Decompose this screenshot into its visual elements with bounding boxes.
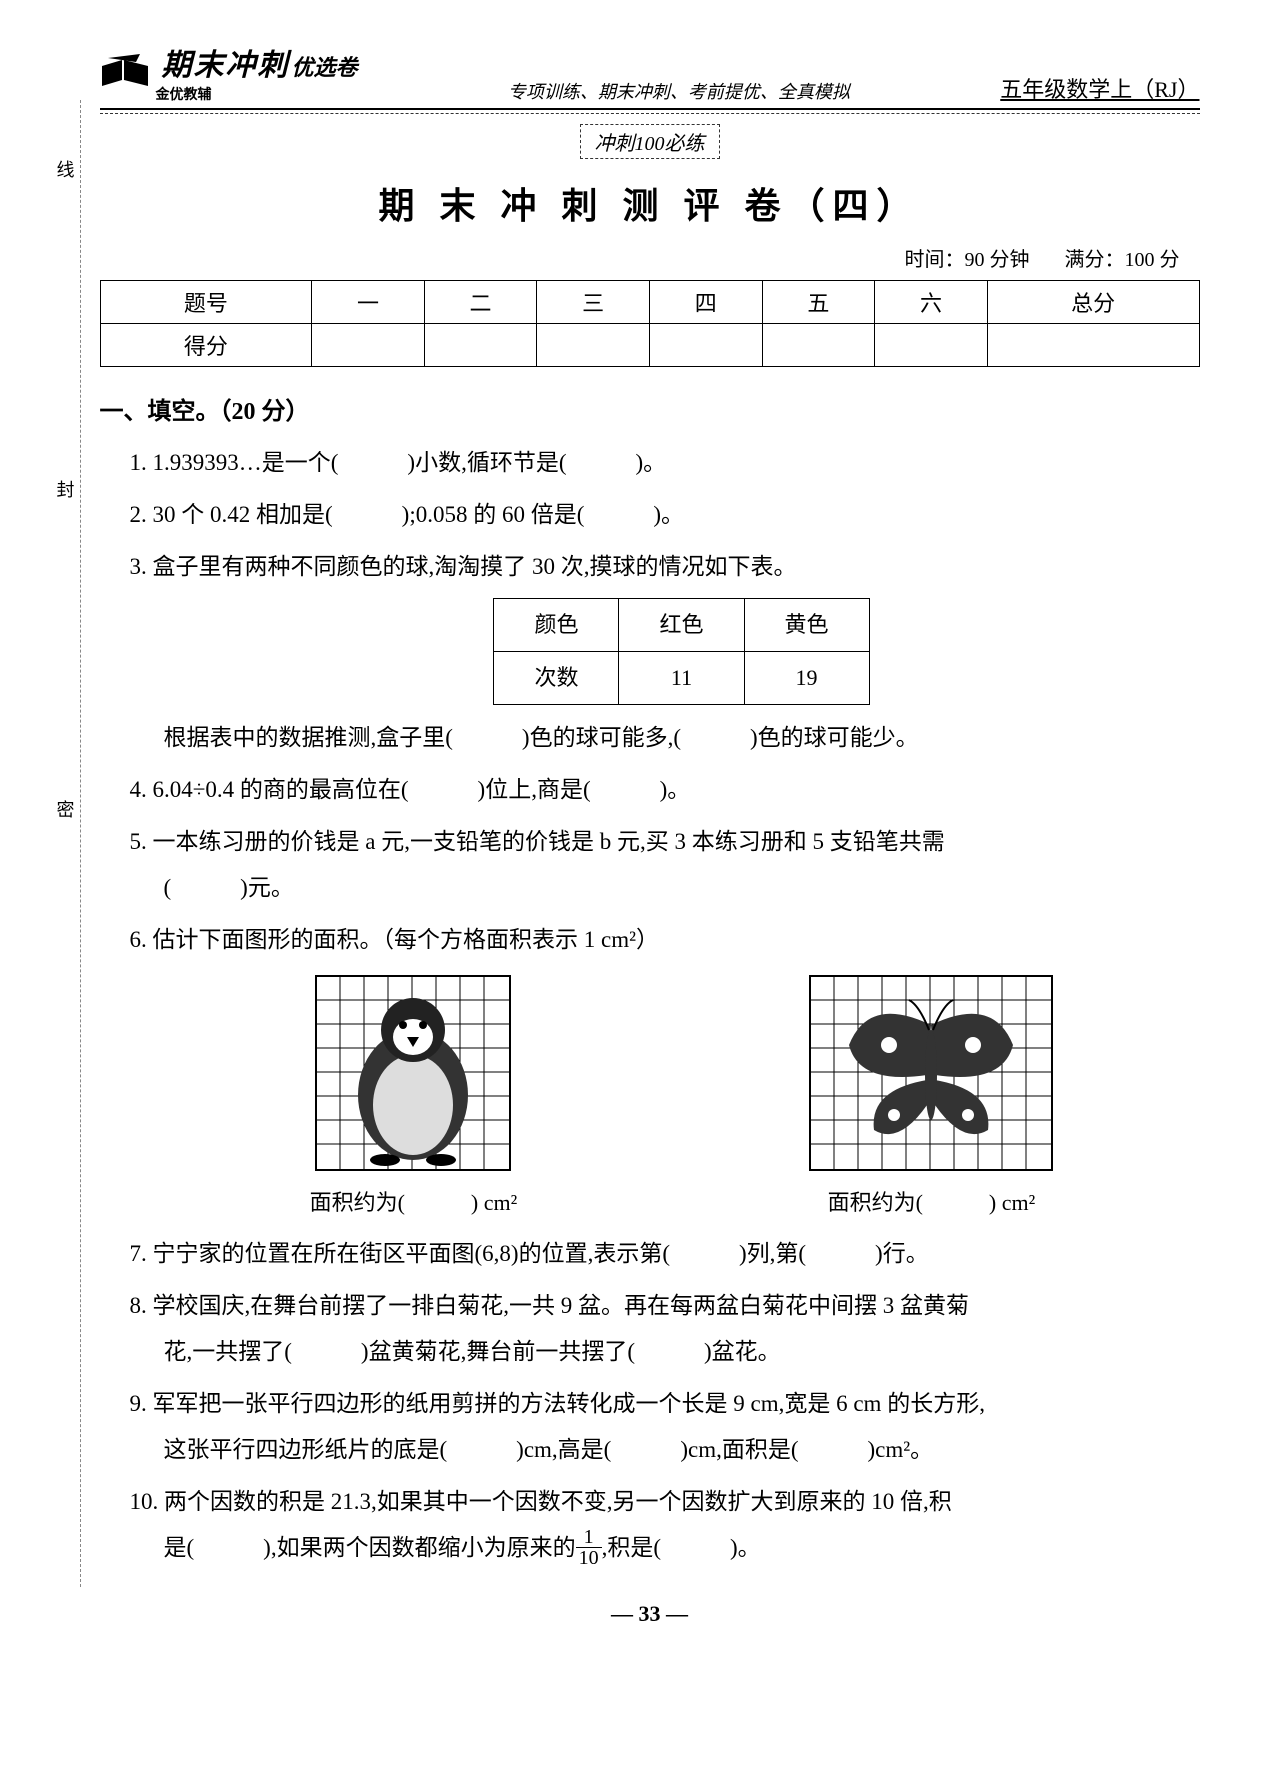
- grade-label: 五年级数学上（RJ）: [1000, 72, 1199, 104]
- frac-den: 10: [576, 1548, 602, 1568]
- col-6: 六: [875, 281, 988, 324]
- series-subtitle: 优选卷: [292, 55, 358, 80]
- q6-text: 6. 估计下面图形的面积。（每个方格面积表示 1 cm²）: [130, 927, 660, 952]
- figure-penguin: 面积约为( ) cm²: [310, 975, 518, 1225]
- q5: 5. 一本练习册的价钱是 a 元,一支铅笔的价钱是 b 元,买 3 本练习册和 …: [130, 819, 1200, 911]
- col-2: 二: [424, 281, 537, 324]
- q3: 3. 盒子里有两种不同颜色的球,淘淘摸了 30 次,摸球的情况如下表。 颜色 红…: [130, 544, 1200, 761]
- score-header-row: 题号 一 二 三 四 五 六 总分: [100, 281, 1199, 324]
- section-1-head: 一、填空。（20 分）: [100, 391, 1200, 426]
- col-label: 题号: [100, 281, 312, 324]
- row-label: 得分: [100, 324, 312, 367]
- header-subtitle: 专项训练、期末冲刺、考前提优、全真模拟: [358, 78, 1001, 104]
- score-cell[interactable]: [649, 324, 762, 367]
- figures-row: 面积约为( ) cm²: [164, 975, 1200, 1225]
- exam-title: 期 末 冲 刺 测 评 卷（四）: [100, 177, 1200, 229]
- frac-num: 1: [576, 1527, 602, 1548]
- q3-r-red: 11: [619, 652, 744, 705]
- side-label-line: 线: [52, 160, 78, 178]
- q10-b-post: ,积是( )。: [602, 1535, 761, 1560]
- q3-text: 3. 盒子里有两种不同颜色的球,淘淘摸了 30 次,摸球的情况如下表。: [130, 554, 797, 579]
- q7: 7. 宁宁家的位置在所在街区平面图(6,8)的位置,表示第( )列,第( )行。: [130, 1231, 1200, 1277]
- brand-logo: 期末冲刺优选卷 金优教辅: [100, 40, 358, 104]
- page-header: 期末冲刺优选卷 金优教辅 专项训练、期末冲刺、考前提优、全真模拟 五年级数学上（…: [100, 40, 1200, 110]
- side-label-seal: 封: [52, 480, 78, 498]
- fraction: 110: [576, 1527, 602, 1568]
- q9-b: 这张平行四边形纸片的底是( )cm,高是( )cm,面积是( )cm²。: [164, 1427, 934, 1473]
- ribbon-text: 冲刺100必练: [580, 124, 720, 159]
- area-label-a: 面积约为( ) cm²: [310, 1181, 518, 1225]
- q8: 8. 学校国庆,在舞台前摆了一排白菊花,一共 9 盆。再在每两盆白菊花中间摆 3…: [130, 1283, 1200, 1375]
- q8-a: 8. 学校国庆,在舞台前摆了一排白菊花,一共 9 盆。再在每两盆白菊花中间摆 3…: [130, 1293, 970, 1318]
- score-cell[interactable]: [762, 324, 875, 367]
- q10-b-pre: 是( ),如果两个因数都缩小为原来的: [164, 1535, 576, 1560]
- col-total: 总分: [987, 281, 1199, 324]
- q10-a: 10. 两个因数的积是 21.3,如果其中一个因数不变,另一个因数扩大到原来的 …: [130, 1489, 952, 1514]
- time-limit: 时间：90 分钟: [905, 249, 1030, 271]
- penguin-grid-icon: [315, 975, 511, 1171]
- q8-b: 花,一共摆了( )盆黄菊花,舞台前一共摆了( )盆花。: [164, 1329, 781, 1375]
- q4: 4. 6.04÷0.4 的商的最高位在( )位上,商是( )。: [130, 767, 1200, 813]
- col-1: 一: [312, 281, 425, 324]
- q9-a: 9. 军军把一张平行四边形的纸用剪拼的方法转化成一个长是 9 cm,宽是 6 c…: [130, 1391, 985, 1416]
- score-input-row: 得分: [100, 324, 1199, 367]
- header-dashed-rule: [100, 112, 1200, 114]
- q3-h-yellow: 黄色: [744, 599, 869, 652]
- brand-name: 金优教辅: [156, 84, 358, 104]
- q5-a: 5. 一本练习册的价钱是 a 元,一支铅笔的价钱是 b 元,买 3 本练习册和 …: [130, 829, 945, 854]
- score-cell[interactable]: [312, 324, 425, 367]
- series-title: 期末冲刺: [162, 49, 290, 82]
- ribbon: 冲刺100必练: [100, 124, 1200, 159]
- q1: 1. 1.939393…是一个( )小数,循环节是( )。: [130, 440, 1200, 486]
- q2: 2. 30 个 0.42 相加是( );0.058 的 60 倍是( )。: [130, 492, 1200, 538]
- area-label-b: 面积约为( ) cm²: [809, 1181, 1053, 1225]
- q3-h-red: 红色: [619, 599, 744, 652]
- butterfly-grid-icon: [809, 975, 1053, 1171]
- q5-b: ( )元。: [164, 865, 294, 911]
- q9: 9. 军军把一张平行四边形的纸用剪拼的方法转化成一个长是 9 cm,宽是 6 c…: [130, 1381, 1200, 1473]
- score-cell[interactable]: [987, 324, 1199, 367]
- question-list: 1. 1.939393…是一个( )小数,循环节是( )。 2. 30 个 0.…: [100, 440, 1200, 1571]
- col-4: 四: [649, 281, 762, 324]
- page-number: — 33 —: [100, 1601, 1200, 1627]
- binding-margin: 线 封 密: [50, 100, 81, 1587]
- q3-followup: 根据表中的数据推测,盒子里( )色的球可能多,( )色的球可能少。: [164, 715, 1200, 761]
- q10: 10. 两个因数的积是 21.3,如果其中一个因数不变,另一个因数扩大到原来的 …: [130, 1479, 1200, 1571]
- score-cell[interactable]: [424, 324, 537, 367]
- side-label-secret: 密: [52, 800, 78, 818]
- figure-butterfly: 面积约为( ) cm²: [809, 975, 1053, 1225]
- q10-b: 是( ),如果两个因数都缩小为原来的110,积是( )。: [164, 1525, 761, 1571]
- exam-meta: 时间：90 分钟 满分：100 分: [100, 243, 1200, 272]
- full-score: 满分：100 分: [1065, 249, 1180, 271]
- q3-table: 颜色 红色 黄色 次数 11 19: [493, 598, 869, 705]
- score-table: 题号 一 二 三 四 五 六 总分 得分: [100, 280, 1200, 367]
- q6: 6. 估计下面图形的面积。（每个方格面积表示 1 cm²）: [130, 917, 1200, 1225]
- score-cell[interactable]: [537, 324, 650, 367]
- col-3: 三: [537, 281, 650, 324]
- score-cell[interactable]: [875, 324, 988, 367]
- book-icon: [100, 52, 150, 92]
- col-5: 五: [762, 281, 875, 324]
- q3-r-yellow: 19: [744, 652, 869, 705]
- q3-r-count: 次数: [494, 652, 619, 705]
- q3-h-color: 颜色: [494, 599, 619, 652]
